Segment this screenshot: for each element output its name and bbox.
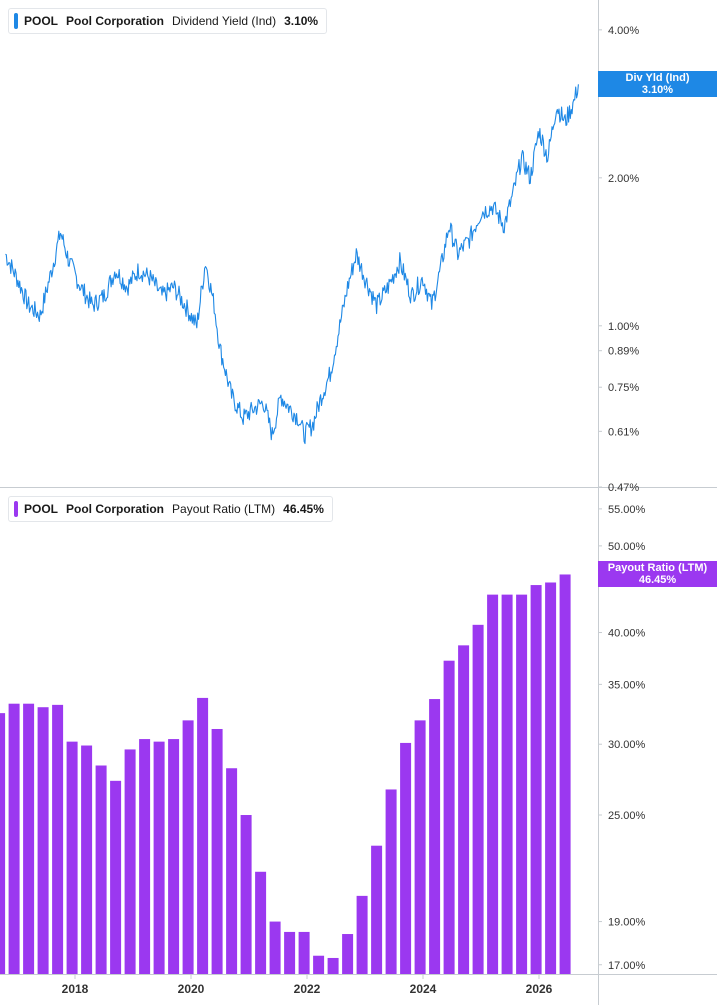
payout-bar[interactable] [501, 594, 513, 974]
yield-tick-label: 0.61% [608, 426, 639, 438]
payout-bar[interactable] [400, 742, 412, 974]
yield-tick-label: 1.00% [608, 321, 639, 333]
yield-line-group [5, 84, 579, 445]
payout-bar[interactable] [37, 707, 49, 974]
payout-bar[interactable] [81, 745, 93, 974]
payout-bar[interactable] [545, 582, 557, 974]
payout-bar[interactable] [371, 845, 383, 974]
payout-tick-label: 55.00% [608, 504, 646, 516]
payout-tag-label: Payout Ratio (LTM) [607, 562, 708, 575]
payout-bar[interactable] [153, 741, 165, 974]
payout-bar[interactable] [269, 921, 281, 974]
payout-bars [0, 574, 571, 974]
yield-tick-label: 2.00% [608, 173, 639, 185]
payout-bar[interactable] [197, 697, 209, 974]
payout-bar[interactable] [52, 704, 64, 974]
yield-tag-label: Div Yld (Ind) [625, 72, 690, 85]
payout-legend-ticker: POOL [24, 502, 59, 516]
payout-bar[interactable] [516, 594, 528, 974]
payout-bar[interactable] [168, 739, 180, 974]
payout-bar[interactable] [443, 660, 455, 974]
payout-tick-label: 19.00% [608, 917, 646, 929]
x-tick-label: 2018 [62, 982, 89, 996]
payout-bar[interactable] [211, 728, 223, 974]
payout-tag-value: 46.45% [638, 574, 677, 587]
payout-bar[interactable] [487, 594, 499, 974]
yield-legend-value: 3.10% [284, 14, 319, 28]
payout-tick-label: 30.00% [608, 739, 646, 751]
payout-bar[interactable] [429, 699, 441, 974]
payout-bar[interactable] [95, 765, 107, 974]
yield-axis: 4.00% 2.00% 1.00% 0.89% 0.75% 0.61% 0.47% [598, 25, 639, 494]
payout-tick-label: 17.00% [608, 960, 646, 972]
yield-tick-label: 0.47% [608, 482, 639, 494]
payout-legend-value: 46.45% [283, 502, 324, 516]
x-tick-label: 2024 [410, 982, 437, 996]
payout-legend-metric: Payout Ratio (LTM) [172, 502, 276, 516]
yield-legend-company: Pool Corporation [66, 14, 165, 28]
yield-value-tag: Div Yld (Ind) 3.10% [598, 71, 717, 98]
payout-legend-company: Pool Corporation [66, 502, 165, 516]
payout-legend-swatch [14, 501, 18, 517]
payout-tick-label: 25.00% [608, 810, 646, 822]
payout-tick-label: 40.00% [608, 628, 646, 640]
yield-tick-label: 0.75% [608, 382, 639, 394]
payout-bar[interactable] [124, 749, 136, 974]
payout-bar[interactable] [298, 931, 310, 974]
yield-legend[interactable]: POOL Pool Corporation Dividend Yield (In… [8, 8, 328, 34]
x-axis: 2018 2020 2022 2024 2026 [62, 974, 553, 996]
yield-legend-ticker: POOL [24, 14, 59, 28]
payout-bar[interactable] [182, 720, 194, 974]
payout-bar[interactable] [226, 768, 238, 974]
payout-bar[interactable] [342, 934, 354, 974]
payout-bar[interactable] [458, 645, 470, 974]
x-tick-label: 2026 [526, 982, 553, 996]
payout-bar[interactable] [284, 931, 296, 974]
payout-axis: 55.00% 50.00% 40.00% 35.00% 30.00% 25.00% 19.0… [598, 504, 646, 972]
payout-bar[interactable] [313, 955, 325, 974]
payout-bar[interactable] [472, 624, 484, 974]
x-tick-label: 2022 [294, 982, 321, 996]
payout-bar[interactable] [8, 703, 20, 974]
yield-legend-swatch [14, 13, 18, 29]
payout-bar[interactable] [255, 871, 267, 974]
yield-tick-label: 0.89% [608, 346, 639, 358]
payout-bar[interactable] [0, 713, 6, 974]
yield-tick-label: 4.00% [608, 25, 639, 37]
payout-bar[interactable] [414, 720, 426, 974]
payout-value-tag: Payout Ratio (LTM) 46.45% [598, 561, 717, 588]
payout-bar[interactable] [23, 703, 35, 974]
payout-bar[interactable] [356, 895, 368, 974]
payout-bar[interactable] [530, 585, 542, 974]
payout-legend[interactable]: POOL Pool Corporation Payout Ratio (LTM)… [8, 496, 333, 522]
payout-tick-label: 35.00% [608, 679, 646, 691]
payout-bar[interactable] [240, 815, 252, 974]
payout-bar[interactable] [327, 957, 339, 974]
x-tick-label: 2020 [178, 982, 205, 996]
yield-tag-value: 3.10% [641, 84, 674, 97]
payout-bar[interactable] [559, 574, 571, 974]
yield-legend-metric: Dividend Yield (Ind) [172, 14, 277, 28]
payout-bar[interactable] [66, 741, 78, 974]
payout-bar[interactable] [139, 739, 151, 974]
payout-tick-label: 50.00% [608, 541, 646, 553]
payout-bar[interactable] [385, 789, 397, 974]
payout-bar[interactable] [110, 780, 122, 974]
yield-line[interactable] [5, 84, 579, 445]
